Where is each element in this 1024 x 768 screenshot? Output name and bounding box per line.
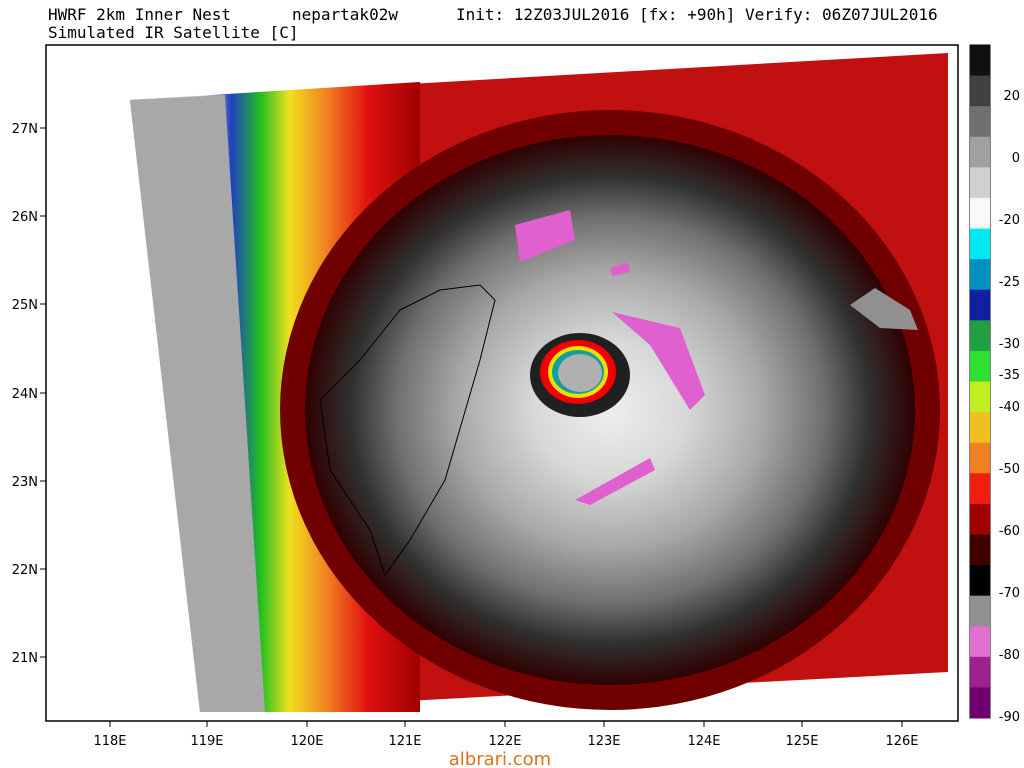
colorbar-label: -80: [999, 648, 1020, 663]
colorbar-label: 0: [1012, 151, 1020, 166]
colorbar-label: -25: [999, 275, 1020, 290]
colorbar-label: -40: [999, 400, 1020, 415]
lon-label: 126E: [885, 734, 918, 749]
colorbar-band: [970, 259, 990, 291]
lon-label: 125E: [785, 734, 818, 749]
satellite-image: [130, 53, 948, 712]
colorbar-band: [970, 381, 990, 413]
colorbar-label: -50: [999, 462, 1020, 477]
colorbar-band: [970, 289, 990, 321]
lat-label: 25N: [12, 298, 38, 313]
lat-label: 24N: [12, 387, 38, 402]
colorbar-label: 20: [1003, 89, 1020, 104]
colorbar-band: [970, 442, 990, 474]
storm-id: nepartak02w: [292, 5, 398, 24]
lat-label: 23N: [12, 475, 38, 490]
lat-label: 21N: [12, 651, 38, 666]
colorbar-label: -20: [999, 213, 1020, 228]
colorbar-band: [970, 626, 990, 658]
colorbar-label: -70: [999, 586, 1020, 601]
colorbar-band: [970, 197, 990, 230]
init-verify: Init: 12Z03JUL2016 [fx: +90h] Verify: 06…: [456, 5, 938, 24]
product-name: Simulated IR Satellite [C]: [48, 23, 298, 42]
colorbar-band: [970, 228, 990, 260]
lon-label: 121E: [388, 734, 421, 749]
model-name: HWRF 2km Inner Nest: [48, 5, 231, 24]
colorbar-band: [970, 503, 990, 535]
colorbar-band: [970, 136, 990, 168]
colorbar-band: [970, 75, 990, 107]
lon-label: 119E: [190, 734, 223, 749]
lat-label: 27N: [12, 122, 38, 137]
colorbar-band: [970, 656, 990, 688]
colorbar-label: -90: [999, 710, 1020, 725]
colorbar-label: -30: [999, 337, 1020, 352]
lat-label: 26N: [12, 210, 38, 225]
colorbar-band: [970, 473, 990, 505]
lat-label: 22N: [12, 563, 38, 578]
colorbar-band: [970, 687, 990, 719]
lon-label: 123E: [587, 734, 620, 749]
colorbar-band: [970, 167, 990, 199]
colorbar-band: [970, 350, 990, 382]
colorbar-band: [970, 595, 990, 627]
lon-label: 120E: [290, 734, 323, 749]
lon-label: 124E: [687, 734, 720, 749]
colorbar-band: [970, 534, 990, 566]
lon-label: 122E: [488, 734, 521, 749]
lon-label: 118E: [93, 734, 126, 749]
colorbar-band: [970, 565, 990, 597]
colorbar-band: [970, 106, 990, 138]
colorbar: [970, 45, 990, 719]
colorbar-label: -60: [999, 524, 1020, 539]
colorbar-band: [970, 45, 990, 77]
colorbar-band: [970, 412, 990, 444]
colorbar-label: -35: [999, 368, 1020, 383]
colorbar-band: [970, 320, 990, 352]
watermark: albrari.com: [449, 749, 551, 768]
